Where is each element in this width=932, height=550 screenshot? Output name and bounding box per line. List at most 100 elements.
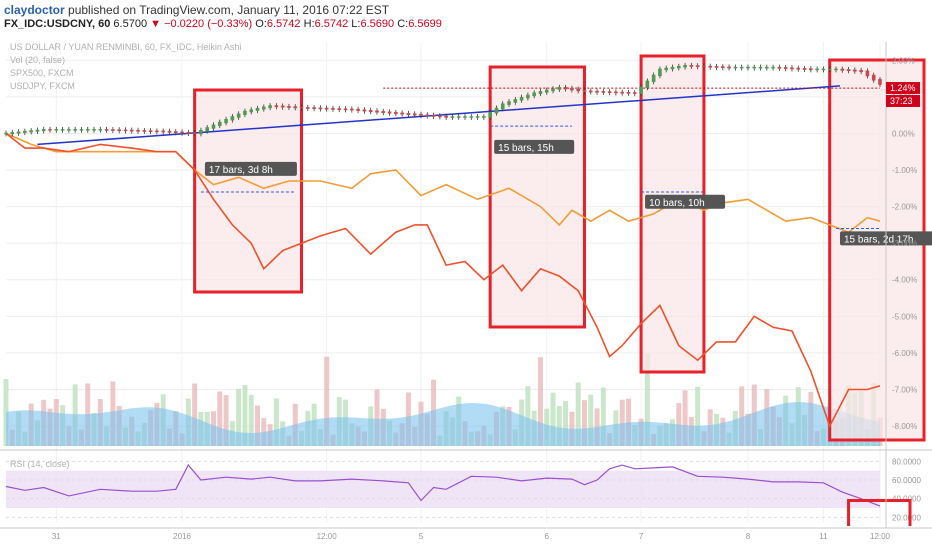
candle-body bbox=[544, 89, 549, 93]
candle-body bbox=[387, 111, 392, 114]
candle-body bbox=[871, 74, 876, 81]
volume-bar bbox=[581, 400, 587, 446]
candle-body bbox=[136, 129, 140, 132]
candle-body bbox=[274, 105, 279, 108]
rsi-tick-label: 20.0000 bbox=[892, 513, 921, 522]
candle-body bbox=[268, 105, 272, 109]
candle-body bbox=[526, 94, 530, 99]
candle-body bbox=[104, 129, 109, 131]
candle-body bbox=[186, 131, 191, 134]
chart-background bbox=[0, 34, 932, 550]
axes: 2.00%1.00%0.00%-1.00%-2.00%-3.00%-4.00%-… bbox=[0, 42, 932, 541]
candle-body bbox=[111, 129, 115, 131]
candle-body bbox=[576, 88, 580, 92]
rsi-tick-label: 80.0000 bbox=[892, 457, 921, 466]
highlight-box bbox=[193, 88, 304, 294]
legend-spx: SPX500, FXCM bbox=[10, 68, 74, 78]
open-label: O: bbox=[255, 18, 267, 30]
candle-body bbox=[708, 65, 713, 68]
high-label: H: bbox=[303, 18, 315, 30]
legend-rsi: RSI (14, close) bbox=[10, 459, 70, 469]
candle-body bbox=[117, 129, 121, 132]
candle-body bbox=[362, 109, 367, 112]
candle-body bbox=[626, 92, 631, 94]
volume-bar bbox=[537, 357, 543, 446]
candle-body bbox=[217, 121, 222, 126]
volume-bar bbox=[563, 401, 569, 446]
candle-body bbox=[538, 91, 543, 94]
candle-body bbox=[155, 130, 159, 133]
volume-bar bbox=[575, 382, 581, 446]
x-tick-label: 6 bbox=[545, 532, 550, 541]
candle-body bbox=[752, 66, 757, 69]
candle-body bbox=[337, 108, 342, 110]
volume-bar bbox=[695, 386, 701, 446]
measure-label: 15 bars, 15h bbox=[498, 143, 554, 154]
volume-bar bbox=[223, 395, 229, 446]
symbol-label[interactable]: FX_IDC:USDCNY, 60 bbox=[4, 18, 111, 30]
highlight-box bbox=[639, 54, 706, 374]
candles-layer bbox=[4, 62, 882, 137]
y-tick-label: -1.00% bbox=[892, 166, 917, 175]
high-value: 6.5742 bbox=[314, 18, 349, 30]
candle-body bbox=[796, 67, 801, 70]
candle-body bbox=[406, 113, 411, 115]
candle-body bbox=[249, 109, 254, 113]
candle-body bbox=[721, 66, 725, 69]
candle-body bbox=[400, 112, 404, 115]
candle-body bbox=[4, 132, 8, 135]
candle-body bbox=[777, 66, 782, 69]
chart-canvas[interactable]: 17 bars, 3d 8h 15 bars, 15h 10 bars, 10h 15… bbox=[0, 34, 932, 550]
candle-body bbox=[16, 131, 21, 134]
candle-body bbox=[54, 129, 59, 131]
publisher-line: claydoctor published on TradingView.com,… bbox=[4, 3, 389, 17]
volume-bar bbox=[625, 398, 631, 446]
author-link[interactable]: claydoctor bbox=[4, 3, 65, 17]
candle-body bbox=[299, 106, 304, 109]
highlight-box bbox=[828, 58, 926, 442]
volume-bar bbox=[324, 356, 330, 446]
candle-body bbox=[670, 66, 675, 70]
chart-header: claydoctor published on TradingView.com,… bbox=[0, 0, 932, 34]
candle-body bbox=[821, 68, 826, 71]
candle-body bbox=[79, 129, 84, 131]
candle-body bbox=[431, 114, 436, 117]
candle-body bbox=[614, 91, 618, 94]
candle-body bbox=[815, 68, 819, 71]
candle-body bbox=[563, 86, 568, 90]
candle-body bbox=[494, 107, 499, 114]
volume-bar bbox=[739, 386, 745, 446]
candle-body bbox=[60, 129, 65, 131]
candle-body bbox=[519, 96, 524, 101]
candle-body bbox=[878, 79, 882, 85]
measure-label-bg bbox=[494, 139, 575, 154]
candle-body bbox=[394, 112, 398, 115]
candle-body bbox=[475, 116, 480, 118]
legend-usdjpy: USDJPY, FXCM bbox=[10, 81, 75, 91]
rsi-tick-label: 60.0000 bbox=[892, 476, 921, 485]
x-tick-label: 2016 bbox=[173, 532, 191, 541]
candle-body bbox=[513, 99, 518, 103]
candle-body bbox=[607, 91, 612, 94]
trendline bbox=[37, 85, 841, 146]
candle-body bbox=[92, 129, 96, 131]
candle-body bbox=[620, 91, 625, 94]
volume-bar bbox=[248, 394, 254, 446]
legend-main: US DOLLAR / YUAN RENMINBI, 60, FX_IDC, H… bbox=[10, 42, 241, 52]
candle-body bbox=[199, 129, 203, 135]
volume-bar bbox=[682, 390, 688, 446]
candle-body bbox=[129, 129, 134, 132]
candle-body bbox=[293, 106, 298, 109]
candle-body bbox=[180, 131, 184, 134]
candle-body bbox=[739, 66, 744, 69]
measure-label-bg bbox=[645, 194, 726, 209]
candle-body bbox=[802, 68, 807, 70]
candle-body bbox=[350, 108, 354, 111]
candle-body bbox=[255, 108, 260, 111]
published-text: published on TradingView.com, January 11… bbox=[68, 3, 390, 17]
candle-body bbox=[318, 107, 323, 110]
candle-body bbox=[758, 66, 763, 69]
x-tick-label: 12:00 bbox=[317, 532, 338, 541]
candle-body bbox=[532, 92, 536, 97]
